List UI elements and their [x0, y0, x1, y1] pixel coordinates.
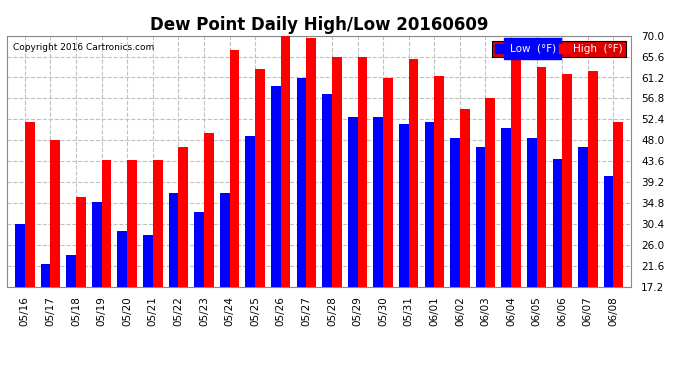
Bar — [373, 117, 383, 287]
Bar — [486, 99, 495, 287]
Bar — [460, 110, 470, 287]
Bar — [408, 59, 418, 287]
Bar — [562, 74, 572, 287]
Bar — [50, 140, 60, 287]
Bar — [117, 231, 127, 287]
Bar — [613, 122, 623, 287]
Bar — [502, 128, 511, 287]
Title: Dew Point Daily High/Low 20160609: Dew Point Daily High/Low 20160609 — [150, 16, 489, 34]
Bar — [553, 159, 562, 287]
Bar — [281, 36, 290, 287]
Bar — [475, 147, 486, 287]
Bar — [168, 193, 179, 287]
Bar — [297, 78, 306, 287]
Bar — [25, 122, 34, 287]
Bar — [450, 138, 460, 287]
Bar — [527, 138, 537, 287]
Bar — [306, 38, 316, 287]
Bar — [511, 57, 521, 287]
Bar — [348, 117, 357, 287]
Bar — [179, 147, 188, 287]
Bar — [537, 66, 546, 287]
Bar — [322, 94, 332, 287]
Bar — [152, 160, 163, 287]
Bar — [195, 212, 204, 287]
Bar — [230, 50, 239, 287]
Bar — [424, 122, 434, 287]
Legend: Low  (°F), High  (°F): Low (°F), High (°F) — [492, 41, 626, 57]
Bar — [271, 86, 281, 287]
Bar — [41, 264, 50, 287]
Bar — [434, 76, 444, 287]
Bar — [127, 160, 137, 287]
Bar — [66, 255, 76, 287]
Bar — [332, 57, 342, 287]
Bar — [578, 147, 588, 287]
Bar — [255, 69, 265, 287]
Bar — [76, 197, 86, 287]
Bar — [101, 160, 111, 287]
Bar — [15, 224, 25, 287]
Bar — [399, 124, 408, 287]
Bar — [588, 71, 598, 287]
Bar — [604, 176, 613, 287]
Bar — [357, 57, 367, 287]
Bar — [143, 236, 152, 287]
Text: Copyright 2016 Cartronics.com: Copyright 2016 Cartronics.com — [13, 43, 155, 52]
Bar — [246, 135, 255, 287]
Bar — [204, 133, 214, 287]
Bar — [220, 193, 230, 287]
Bar — [92, 202, 101, 287]
Bar — [383, 78, 393, 287]
